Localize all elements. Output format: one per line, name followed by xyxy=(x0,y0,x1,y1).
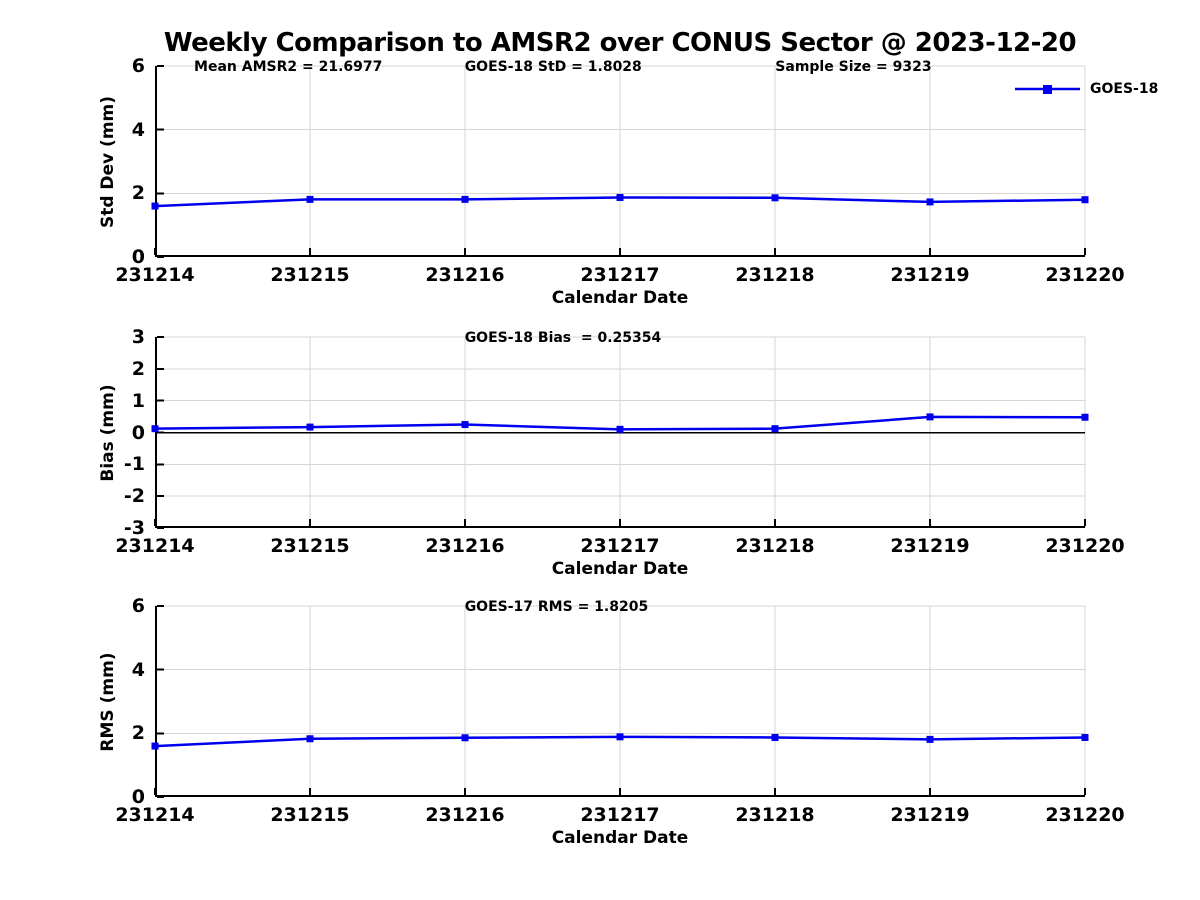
plot-area-2 xyxy=(151,605,1089,798)
data-point-marker xyxy=(926,735,934,743)
data-point-marker xyxy=(616,733,624,741)
data-point-marker xyxy=(926,413,934,421)
annotation: GOES-18 Bias = 0.25354 xyxy=(464,330,662,346)
x-tick-label: 231217 xyxy=(580,804,660,826)
data-point-marker xyxy=(771,733,779,741)
data-point-marker xyxy=(306,735,314,743)
y-tick-label: 6 xyxy=(131,595,145,617)
x-axis-label-rms: Calendar Date xyxy=(551,828,689,848)
x-tick-label: 231217 xyxy=(580,264,660,286)
x-tick-label: 231219 xyxy=(890,804,970,826)
data-point-marker xyxy=(151,742,159,750)
chart-title: Weekly Comparison to AMSR2 over CONUS Se… xyxy=(163,28,1077,58)
data-point-marker xyxy=(306,423,314,431)
x-tick-label: 231214 xyxy=(115,535,195,557)
y-tick-label: 2 xyxy=(131,182,145,205)
y-tick-label: -3 xyxy=(123,517,145,539)
x-tick-label: 231215 xyxy=(270,535,350,557)
x-tick-label: 231216 xyxy=(425,264,505,286)
x-tick-label: 231216 xyxy=(425,535,505,557)
y-axis-label-std-dev: Std Dev (mm) xyxy=(98,95,118,228)
data-point-marker xyxy=(771,425,779,433)
x-tick-label: 231216 xyxy=(425,804,505,826)
data-point-marker xyxy=(1081,413,1089,421)
y-tick-label: -1 xyxy=(123,453,145,476)
data-point-marker xyxy=(1081,733,1089,741)
x-tick-label: 231219 xyxy=(890,535,970,557)
plot-area-1 xyxy=(151,336,1089,529)
x-tick-label: 231217 xyxy=(580,535,660,557)
y-tick-label: 4 xyxy=(131,118,145,141)
data-point-marker xyxy=(1081,196,1089,204)
x-tick-label: 231214 xyxy=(115,264,195,286)
data-point-marker xyxy=(461,734,469,742)
y-tick-label: 6 xyxy=(131,55,145,77)
data-point-marker xyxy=(461,421,469,429)
x-tick-label: 231219 xyxy=(890,264,970,286)
x-axis-label-std-dev: Calendar Date xyxy=(551,288,689,308)
legend: GOES-18 xyxy=(1014,81,1158,97)
x-tick-label: 231215 xyxy=(270,264,350,286)
data-point-marker xyxy=(616,193,624,201)
y-tick-label: -2 xyxy=(123,485,145,508)
annotation: Mean AMSR2 = 21.6977 xyxy=(194,59,383,75)
data-point-marker xyxy=(926,198,934,206)
annotation: GOES-18 StD = 1.8028 xyxy=(464,59,642,75)
y-tick-label: 2 xyxy=(131,722,145,745)
x-tick-label: 231220 xyxy=(1045,804,1125,826)
annotation: GOES-17 RMS = 1.8205 xyxy=(464,599,649,615)
data-point-marker xyxy=(151,202,159,210)
x-tick-label: 231220 xyxy=(1045,535,1125,557)
x-tick-label: 231218 xyxy=(735,535,815,557)
y-tick-label: 0 xyxy=(131,246,145,268)
annotation: Sample Size = 9323 xyxy=(775,59,932,75)
x-tick-label: 231218 xyxy=(735,264,815,286)
y-tick-label: 1 xyxy=(131,389,145,412)
y-tick-label: 0 xyxy=(131,786,145,808)
data-point-marker xyxy=(771,194,779,202)
y-tick-label: 3 xyxy=(131,326,145,348)
legend-line-marker-icon xyxy=(1015,85,1080,94)
plot-area-0 xyxy=(151,65,1089,258)
x-axis-label-bias: Calendar Date xyxy=(551,559,689,579)
data-point-marker xyxy=(306,195,314,203)
y-tick-label: 4 xyxy=(131,658,145,681)
legend-label: GOES-18 xyxy=(1090,81,1159,97)
y-tick-label: 2 xyxy=(131,357,145,380)
y-tick-label: 0 xyxy=(131,421,145,444)
data-point-marker xyxy=(616,425,624,433)
data-point-marker xyxy=(461,195,469,203)
x-tick-label: 231218 xyxy=(735,804,815,826)
x-tick-label: 231215 xyxy=(270,804,350,826)
x-tick-label: 231214 xyxy=(115,804,195,826)
data-point-marker xyxy=(151,425,159,433)
x-tick-label: 231220 xyxy=(1045,264,1125,286)
